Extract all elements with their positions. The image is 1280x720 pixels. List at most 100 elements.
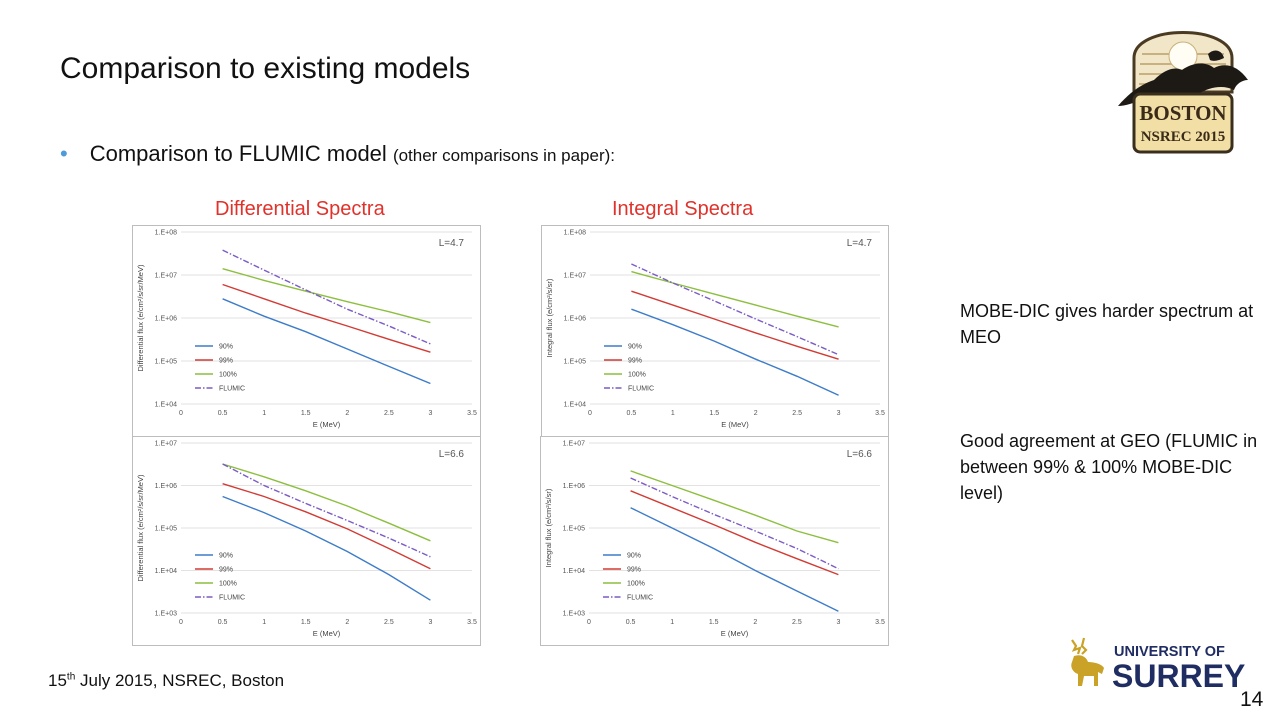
legend-label: FLUMIC	[219, 595, 245, 602]
series-line-90pct	[222, 298, 431, 385]
l-value-label: L=4.7	[847, 238, 873, 249]
legend-label: FLUMIC	[627, 595, 653, 602]
y-axis-label: Differential flux (e/cm²/s/sr/MeV)	[136, 264, 145, 371]
y-tick-label: 1.E+07	[155, 273, 177, 280]
x-tick-label: 2.5	[384, 619, 394, 626]
y-tick-label: 1.E+06	[564, 316, 586, 323]
series-line-100pct	[631, 270, 839, 328]
x-tick-label: 1.5	[301, 410, 311, 417]
x-tick-label: 1	[670, 619, 674, 626]
chart-integral-l47: 1.E+04 1.E+05 1.E+06 1.E+07 1.E+08 0 0.5 1 1.5 2 2…	[545, 230, 885, 430]
bullet-dot-icon: •	[60, 141, 68, 166]
legend-label: 90%	[219, 344, 233, 351]
chart-panel-diff-l47: 1.E+04 1.E+05 1.E+06 1.E+07 1.E+08 0 0.5 1 1.5 2 2…	[132, 225, 481, 437]
note-meo: MOBE-DIC gives harder spectrum at MEO	[960, 301, 1254, 347]
legend-label: 100%	[628, 372, 646, 379]
y-tick-label: 1.E+07	[564, 273, 586, 280]
y-tick-label: 1.E+05	[155, 359, 177, 366]
section-label-differential: Differential Spectra	[215, 198, 385, 220]
x-tick-label: 1	[262, 410, 266, 417]
series-line-90pct	[631, 308, 839, 396]
series-line-flumic	[222, 463, 431, 558]
x-tick-label: 0	[587, 619, 591, 626]
x-tick-label: 1	[671, 410, 675, 417]
x-tick-label: 3.5	[875, 410, 885, 417]
l-value-label: L=6.6	[439, 449, 465, 460]
legend-label: 90%	[628, 344, 642, 351]
x-tick-label: 3	[837, 410, 841, 417]
x-tick-label: 2	[345, 410, 349, 417]
x-tick-label: 3	[428, 410, 432, 417]
y-tick-label: 1.E+05	[155, 526, 177, 533]
x-tick-label: 3.5	[875, 619, 885, 626]
l-value-label: L=6.6	[847, 449, 873, 460]
y-tick-label: 1.E+07	[155, 441, 177, 448]
x-tick-label: 0	[179, 410, 183, 417]
x-axis-label: E (MeV)	[721, 420, 749, 429]
x-tick-label: 2	[345, 619, 349, 626]
legend-label: 99%	[219, 358, 233, 365]
legend-label: FLUMIC	[219, 386, 245, 393]
y-tick-label: 1.E+05	[563, 526, 585, 533]
series-line-flumic	[630, 477, 839, 570]
page-number: 14	[1240, 688, 1264, 711]
series-line-100pct	[222, 268, 431, 324]
series-line-100pct	[630, 470, 839, 544]
y-tick-label: 1.E+04	[155, 568, 177, 575]
footer-rest: July 2015, NSREC, Boston	[75, 671, 285, 690]
series-line-99pct	[630, 490, 839, 576]
legend-label: 99%	[219, 567, 233, 574]
bullet-note-text: (other comparisons in paper):	[392, 146, 615, 165]
bullet-main-text: Comparison to FLUMIC model	[89, 141, 387, 166]
series-line-99pct	[222, 283, 431, 353]
chart-panel-int-l66: 1.E+03 1.E+04 1.E+05 1.E+06 1.E+07 0 0.5 1 1.5 2 2…	[540, 436, 889, 646]
y-tick-label: 1.E+06	[563, 483, 585, 490]
chart-differential-l66: 1.E+03 1.E+04 1.E+05 1.E+06 1.E+07 0 0.5 1 1.5 2 2…	[136, 441, 477, 639]
y-tick-label: 1.E+04	[563, 568, 585, 575]
chart-differential-l47: 1.E+04 1.E+05 1.E+06 1.E+07 1.E+08 0 0.5 1 1.5 2 2…	[136, 230, 477, 430]
x-tick-label: 0.5	[218, 619, 228, 626]
series-line-90pct	[630, 507, 839, 612]
x-tick-label: 2.5	[384, 410, 394, 417]
x-axis-label: E (MeV)	[313, 629, 341, 638]
series-line-flumic	[631, 263, 839, 356]
x-tick-label: 0.5	[218, 410, 228, 417]
y-axis-label: Differential flux (e/cm²/s/sr/MeV)	[136, 474, 145, 581]
series-line-100pct	[222, 463, 431, 542]
chart-integral-l66: 1.E+03 1.E+04 1.E+05 1.E+06 1.E+07 0 0.5 1 1.5 2 2…	[544, 441, 885, 639]
x-tick-label: 3	[428, 619, 432, 626]
svg-text:UNIVERSITY OF: UNIVERSITY OF	[1114, 644, 1225, 660]
x-tick-label: 0	[179, 619, 183, 626]
legend-label: 100%	[219, 372, 237, 379]
x-tick-label: 3.5	[467, 619, 477, 626]
note-geo: Good agreement at GEO (FLUMIC in between…	[960, 431, 1258, 503]
x-tick-label: 2	[753, 619, 757, 626]
y-tick-label: 1.E+08	[564, 230, 586, 237]
legend-label: 99%	[628, 358, 642, 365]
y-tick-label: 1.E+04	[564, 402, 586, 409]
legend-label: 100%	[219, 581, 237, 588]
x-tick-label: 1.5	[709, 619, 719, 626]
y-tick-label: 1.E+03	[563, 611, 585, 618]
x-tick-label: 3	[836, 619, 840, 626]
series-line-flumic	[222, 249, 431, 345]
y-axis-label: Integral flux (e/cm²/s/sr)	[545, 278, 554, 357]
surrey-logo: UNIVERSITY OF SURREY	[1058, 634, 1254, 697]
x-tick-label: 2.5	[792, 410, 802, 417]
y-tick-label: 1.E+05	[564, 359, 586, 366]
footer-ordinal: th	[66, 671, 76, 683]
svg-text:BOSTON: BOSTON	[1139, 101, 1226, 125]
y-tick-label: 1.E+06	[155, 483, 177, 490]
legend-label: 90%	[219, 553, 233, 560]
y-tick-label: 1.E+07	[563, 441, 585, 448]
footer-day: 15	[48, 671, 67, 690]
legend-label: 90%	[627, 553, 641, 560]
footer-date: 15th July 2015, NSREC, Boston	[48, 671, 284, 691]
x-tick-label: 2.5	[792, 619, 802, 626]
x-tick-label: 3.5	[467, 410, 477, 417]
legend-label: FLUMIC	[628, 386, 654, 393]
l-value-label: L=4.7	[439, 238, 465, 249]
svg-text:NSREC 2015: NSREC 2015	[1141, 129, 1226, 145]
y-tick-label: 1.E+06	[155, 316, 177, 323]
legend-label: 100%	[627, 581, 645, 588]
